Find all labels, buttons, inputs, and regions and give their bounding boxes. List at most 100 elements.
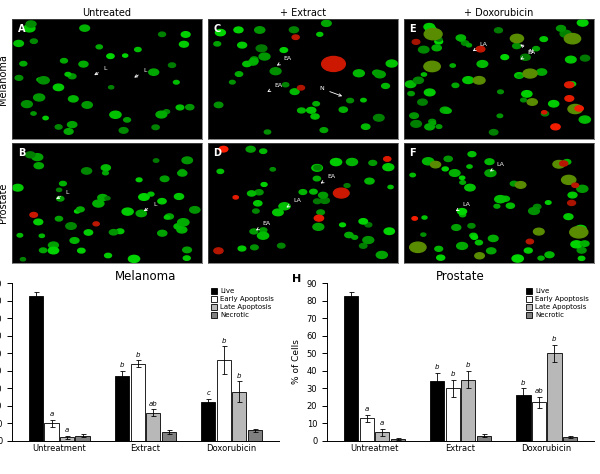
Bar [232, 392, 247, 441]
Circle shape [565, 82, 574, 88]
Circle shape [177, 227, 187, 233]
Circle shape [248, 59, 257, 65]
Bar [44, 423, 59, 441]
Title: + Doxorubicin: + Doxorubicin [464, 8, 533, 18]
Text: N: N [521, 45, 533, 54]
Circle shape [526, 239, 533, 244]
Circle shape [238, 246, 246, 251]
Circle shape [523, 69, 537, 78]
Text: LA: LA [457, 202, 470, 210]
Circle shape [38, 77, 49, 84]
Circle shape [173, 81, 179, 84]
Circle shape [66, 223, 76, 229]
Circle shape [64, 128, 73, 134]
Circle shape [165, 214, 173, 219]
Circle shape [384, 228, 394, 235]
Circle shape [56, 188, 62, 191]
Circle shape [154, 159, 159, 162]
Circle shape [467, 165, 472, 168]
Circle shape [340, 223, 346, 227]
Y-axis label: Melanoma: Melanoma [0, 54, 8, 105]
Circle shape [254, 27, 265, 33]
Text: a: a [49, 411, 54, 417]
Bar [563, 438, 577, 441]
Circle shape [160, 176, 169, 182]
Text: b: b [552, 336, 557, 342]
Circle shape [183, 256, 190, 260]
Circle shape [260, 149, 267, 154]
Circle shape [470, 233, 477, 238]
Bar [391, 439, 405, 441]
Bar [115, 376, 130, 441]
Text: B: B [18, 148, 25, 158]
Circle shape [283, 82, 289, 87]
Circle shape [105, 197, 110, 200]
Text: b: b [435, 364, 440, 370]
Bar [375, 432, 389, 441]
Circle shape [31, 39, 37, 44]
Circle shape [158, 32, 166, 36]
Circle shape [490, 129, 498, 135]
Circle shape [553, 161, 565, 168]
Circle shape [292, 35, 299, 39]
Circle shape [512, 44, 521, 49]
Bar [446, 388, 460, 441]
Circle shape [511, 34, 524, 43]
Circle shape [26, 21, 36, 27]
Circle shape [246, 146, 255, 152]
Circle shape [517, 74, 522, 78]
Circle shape [515, 182, 526, 188]
Circle shape [541, 111, 548, 116]
Circle shape [548, 100, 559, 107]
Circle shape [522, 91, 532, 97]
Circle shape [344, 191, 349, 195]
Circle shape [13, 184, 23, 191]
Circle shape [565, 34, 581, 44]
Circle shape [175, 193, 184, 200]
Circle shape [468, 152, 476, 156]
Circle shape [174, 224, 183, 229]
Circle shape [566, 56, 576, 63]
Circle shape [512, 255, 523, 262]
Text: L: L [57, 190, 69, 199]
Circle shape [353, 70, 364, 77]
Circle shape [82, 168, 92, 174]
Text: EA: EA [268, 82, 283, 91]
Circle shape [422, 158, 434, 165]
Circle shape [475, 240, 482, 245]
Circle shape [452, 225, 461, 230]
Text: EA: EA [278, 56, 292, 65]
Circle shape [260, 228, 267, 232]
Circle shape [471, 235, 478, 239]
Circle shape [410, 242, 426, 253]
Circle shape [577, 19, 588, 26]
Circle shape [424, 61, 440, 72]
Circle shape [424, 24, 434, 30]
Bar [532, 402, 546, 441]
Circle shape [461, 41, 469, 46]
Circle shape [77, 207, 84, 212]
Circle shape [74, 210, 80, 213]
Text: L: L [145, 202, 157, 210]
Circle shape [538, 256, 544, 260]
Circle shape [185, 105, 194, 110]
Circle shape [30, 212, 37, 217]
Circle shape [566, 179, 572, 182]
Circle shape [383, 157, 391, 161]
Circle shape [20, 62, 27, 66]
Circle shape [369, 160, 377, 165]
Text: N: N [320, 86, 341, 96]
Circle shape [183, 247, 191, 253]
Circle shape [290, 89, 299, 94]
Circle shape [444, 109, 451, 113]
Circle shape [243, 61, 251, 67]
Circle shape [556, 26, 566, 31]
Circle shape [575, 226, 586, 232]
Bar [201, 402, 215, 441]
Circle shape [251, 245, 258, 250]
Circle shape [272, 209, 283, 216]
Circle shape [24, 25, 35, 32]
Circle shape [234, 27, 243, 33]
Circle shape [435, 246, 443, 251]
Circle shape [540, 37, 547, 42]
